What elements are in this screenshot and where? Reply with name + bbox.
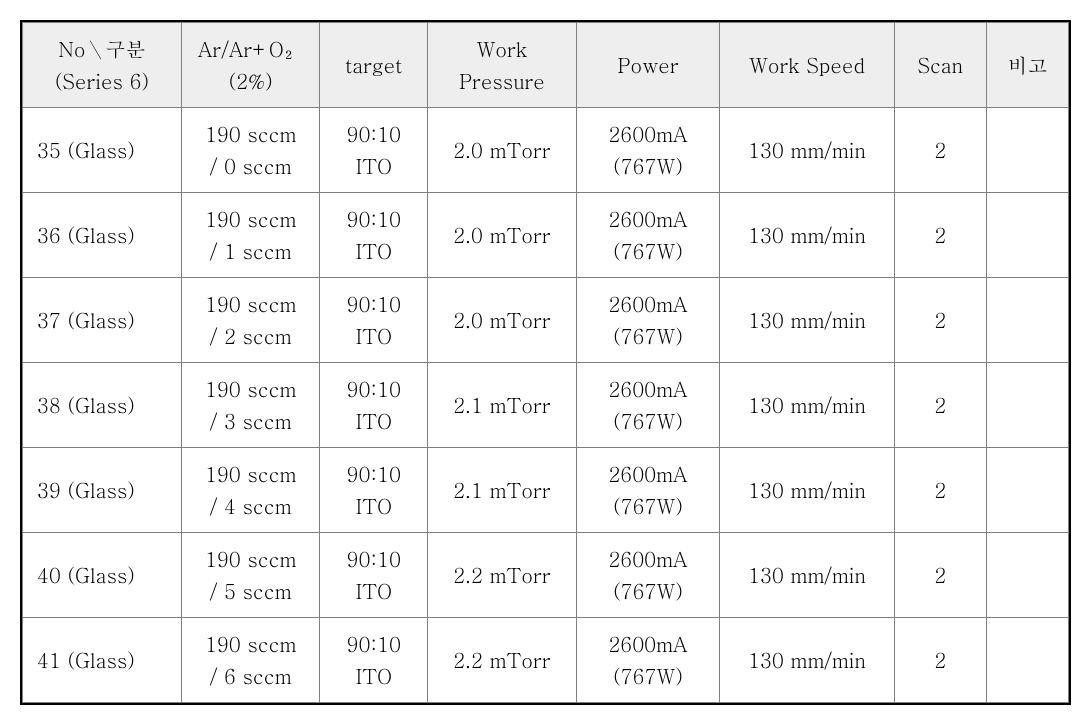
col-header-target-line1: target bbox=[345, 50, 402, 79]
cell-ar: 190 sccm/ 6 sccm bbox=[181, 618, 319, 703]
cell-remark bbox=[986, 618, 1068, 703]
col-header-no: No＼구분 (Series 6) bbox=[23, 23, 182, 108]
cell-ar: 190 sccm/ 2 sccm bbox=[181, 278, 319, 363]
table-row: 39 (Glass)190 sccm/ 4 sccm90:10ITO2.1 mT… bbox=[23, 448, 1069, 533]
cell-ar: 190 sccm/ 1 sccm bbox=[181, 193, 319, 278]
col-header-pressure: Work Pressure bbox=[428, 23, 577, 108]
cell-remark bbox=[986, 533, 1068, 618]
col-header-scan: Scan bbox=[894, 23, 986, 108]
table-row: 38 (Glass)190 sccm/ 3 sccm90:10ITO2.1 mT… bbox=[23, 363, 1069, 448]
cell-pressure: 2.1 mTorr bbox=[428, 363, 577, 448]
col-header-pressure-line2: Pressure bbox=[459, 66, 545, 95]
cell-pressure: 2.2 mTorr bbox=[428, 618, 577, 703]
cell-speed: 130 mm/min bbox=[720, 618, 894, 703]
cell-no: 39 (Glass) bbox=[23, 448, 182, 533]
table-row: 35 (Glass)190 sccm/ 0 sccm90:10ITO2.0 mT… bbox=[23, 108, 1069, 193]
cell-scan: 2 bbox=[894, 448, 986, 533]
cell-no: 37 (Glass) bbox=[23, 278, 182, 363]
cell-target: 90:10ITO bbox=[320, 363, 428, 448]
cell-target: 90:10ITO bbox=[320, 193, 428, 278]
cell-ar: 190 sccm/ 5 sccm bbox=[181, 533, 319, 618]
cell-scan: 2 bbox=[894, 278, 986, 363]
cell-target: 90:10ITO bbox=[320, 108, 428, 193]
cell-target: 90:10ITO bbox=[320, 278, 428, 363]
col-header-no-line1: No＼구분 bbox=[58, 34, 145, 63]
parameters-table: No＼구분 (Series 6) Ar/Ar+O₂ (2%) target Wo… bbox=[22, 22, 1069, 703]
col-header-power: Power bbox=[576, 23, 720, 108]
cell-no: 38 (Glass) bbox=[23, 363, 182, 448]
cell-speed: 130 mm/min bbox=[720, 108, 894, 193]
cell-target: 90:10ITO bbox=[320, 448, 428, 533]
cell-scan: 2 bbox=[894, 363, 986, 448]
parameters-table-container: No＼구분 (Series 6) Ar/Ar+O₂ (2%) target Wo… bbox=[20, 20, 1071, 705]
cell-scan: 2 bbox=[894, 618, 986, 703]
table-row: 41 (Glass)190 sccm/ 6 sccm90:10ITO2.2 mT… bbox=[23, 618, 1069, 703]
col-header-pressure-line1: Work bbox=[476, 34, 527, 63]
col-header-power-line1: Power bbox=[617, 50, 678, 79]
table-body: 35 (Glass)190 sccm/ 0 sccm90:10ITO2.0 mT… bbox=[23, 108, 1069, 703]
cell-scan: 2 bbox=[894, 533, 986, 618]
cell-scan: 2 bbox=[894, 108, 986, 193]
cell-power: 2600mA(767W) bbox=[576, 618, 720, 703]
cell-pressure: 2.0 mTorr bbox=[428, 108, 577, 193]
cell-pressure: 2.1 mTorr bbox=[428, 448, 577, 533]
cell-power: 2600mA(767W) bbox=[576, 108, 720, 193]
cell-ar: 190 sccm/ 4 sccm bbox=[181, 448, 319, 533]
table-row: 37 (Glass)190 sccm/ 2 sccm90:10ITO2.0 mT… bbox=[23, 278, 1069, 363]
col-header-remark-line1: 비고 bbox=[1007, 50, 1047, 79]
cell-remark bbox=[986, 108, 1068, 193]
cell-pressure: 2.0 mTorr bbox=[428, 193, 577, 278]
col-header-speed-line1: Work Speed bbox=[749, 50, 865, 79]
table-header-row: No＼구분 (Series 6) Ar/Ar+O₂ (2%) target Wo… bbox=[23, 23, 1069, 108]
table-row: 40 (Glass)190 sccm/ 5 sccm90:10ITO2.2 mT… bbox=[23, 533, 1069, 618]
cell-ar: 190 sccm/ 0 sccm bbox=[181, 108, 319, 193]
cell-target: 90:10ITO bbox=[320, 618, 428, 703]
cell-no: 40 (Glass) bbox=[23, 533, 182, 618]
cell-speed: 130 mm/min bbox=[720, 363, 894, 448]
cell-ar: 190 sccm/ 3 sccm bbox=[181, 363, 319, 448]
col-header-speed: Work Speed bbox=[720, 23, 894, 108]
cell-power: 2600mA(767W) bbox=[576, 533, 720, 618]
cell-no: 36 (Glass) bbox=[23, 193, 182, 278]
cell-power: 2600mA(767W) bbox=[576, 363, 720, 448]
cell-power: 2600mA(767W) bbox=[576, 448, 720, 533]
cell-pressure: 2.2 mTorr bbox=[428, 533, 577, 618]
cell-target: 90:10ITO bbox=[320, 533, 428, 618]
cell-remark bbox=[986, 363, 1068, 448]
cell-no: 35 (Glass) bbox=[23, 108, 182, 193]
cell-speed: 130 mm/min bbox=[720, 533, 894, 618]
col-header-ar-line1: Ar/Ar+O₂ bbox=[198, 34, 304, 63]
col-header-ar: Ar/Ar+O₂ (2%) bbox=[181, 23, 319, 108]
table-row: 36 (Glass)190 sccm/ 1 sccm90:10ITO2.0 mT… bbox=[23, 193, 1069, 278]
cell-remark bbox=[986, 193, 1068, 278]
col-header-scan-line1: Scan bbox=[917, 50, 963, 79]
col-header-remark: 비고 bbox=[986, 23, 1068, 108]
cell-no: 41 (Glass) bbox=[23, 618, 182, 703]
col-header-no-line2: (Series 6) bbox=[55, 66, 149, 95]
cell-power: 2600mA(767W) bbox=[576, 278, 720, 363]
col-header-target: target bbox=[320, 23, 428, 108]
cell-scan: 2 bbox=[894, 193, 986, 278]
cell-speed: 130 mm/min bbox=[720, 448, 894, 533]
cell-speed: 130 mm/min bbox=[720, 278, 894, 363]
cell-remark bbox=[986, 448, 1068, 533]
col-header-ar-line2: (2%) bbox=[229, 66, 273, 95]
cell-power: 2600mA(767W) bbox=[576, 193, 720, 278]
cell-speed: 130 mm/min bbox=[720, 193, 894, 278]
cell-remark bbox=[986, 278, 1068, 363]
cell-pressure: 2.0 mTorr bbox=[428, 278, 577, 363]
